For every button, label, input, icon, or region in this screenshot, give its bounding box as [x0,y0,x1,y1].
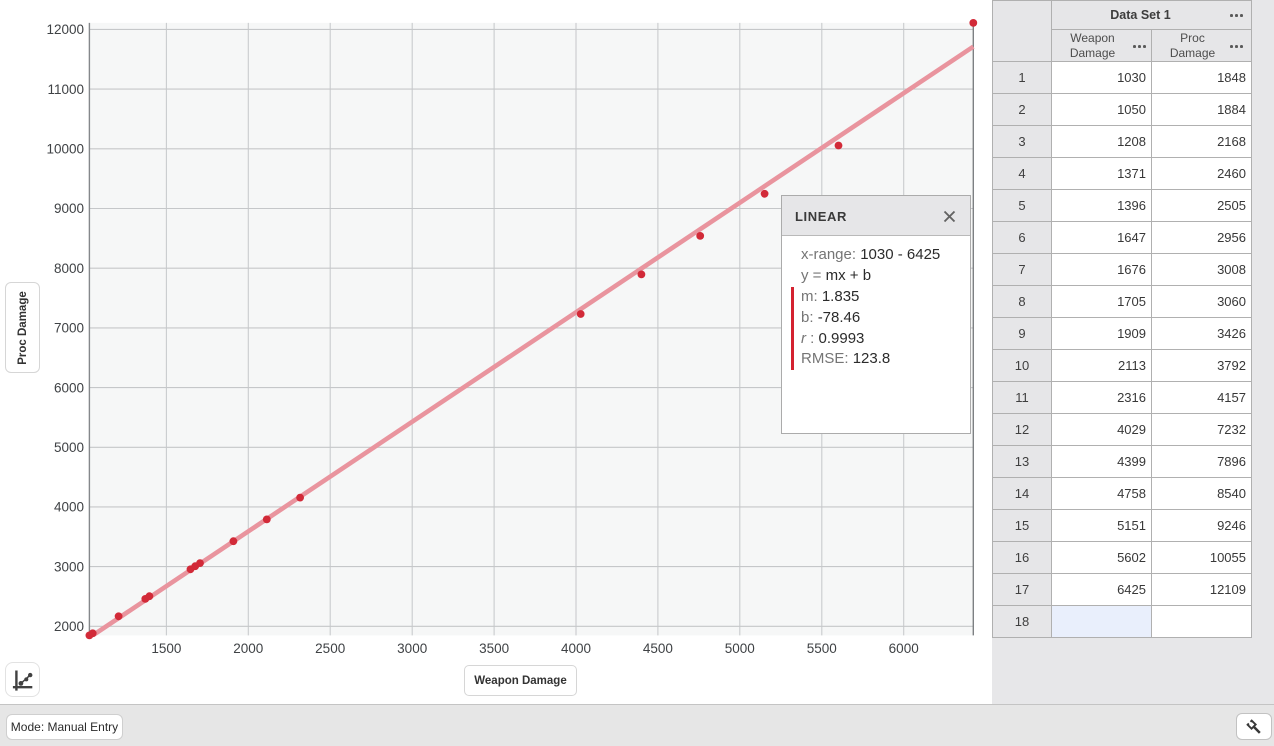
svg-text:4500: 4500 [643,641,673,656]
svg-text:6000: 6000 [54,380,84,395]
svg-text:2000: 2000 [233,641,263,656]
svg-text:10000: 10000 [46,142,84,157]
svg-text:8000: 8000 [54,261,84,276]
svg-text:1500: 1500 [151,641,181,656]
svg-text:12000: 12000 [46,22,84,37]
svg-text:2000: 2000 [54,619,84,634]
svg-text:11000: 11000 [47,82,84,97]
svg-text:5000: 5000 [725,641,755,656]
svg-text:5500: 5500 [807,641,837,656]
svg-text:3500: 3500 [479,641,509,656]
svg-text:3000: 3000 [54,559,84,574]
svg-text:9000: 9000 [54,201,84,216]
svg-text:6000: 6000 [889,641,919,656]
svg-text:3000: 3000 [397,641,427,656]
svg-text:2500: 2500 [315,641,345,656]
svg-text:7000: 7000 [54,321,84,336]
svg-text:5000: 5000 [54,440,84,455]
svg-text:4000: 4000 [561,641,591,656]
svg-text:4000: 4000 [54,500,84,515]
